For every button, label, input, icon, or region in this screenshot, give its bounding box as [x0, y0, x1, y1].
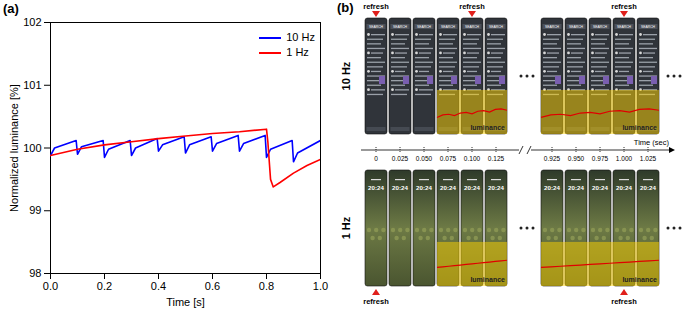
svg-text:10 Hz: 10 Hz	[340, 61, 352, 90]
svg-text:20:24: 20:24	[568, 184, 584, 191]
svg-text:SEARCH: SEARCH	[593, 25, 608, 29]
svg-text:0.975: 0.975	[592, 155, 609, 162]
svg-text:99: 99	[29, 204, 41, 216]
svg-text:SEARCH: SEARCH	[441, 25, 456, 29]
svg-text:luminance: luminance	[622, 124, 657, 131]
svg-text:20:24: 20:24	[464, 184, 480, 191]
svg-text:20:24: 20:24	[616, 184, 632, 191]
svg-text:20:24: 20:24	[488, 184, 504, 191]
svg-text:luminance: luminance	[470, 124, 505, 131]
svg-text:0.2: 0.2	[97, 280, 112, 292]
svg-text:1.000: 1.000	[616, 155, 633, 162]
svg-text:SEARCH: SEARCH	[417, 25, 432, 29]
svg-text:SEARCH: SEARCH	[569, 25, 584, 29]
svg-text:102: 102	[23, 16, 41, 28]
svg-text:refresh: refresh	[363, 297, 389, 306]
svg-text:1.025: 1.025	[640, 155, 657, 162]
svg-text:20:24: 20:24	[440, 184, 456, 191]
html-text:1 Hz: 1 Hz	[286, 46, 309, 58]
svg-text:20:24: 20:24	[392, 184, 408, 191]
svg-text:0.100: 0.100	[464, 155, 481, 162]
svg-text:SEARCH: SEARCH	[465, 25, 480, 29]
svg-text:0.8: 0.8	[259, 280, 274, 292]
svg-text:0.950: 0.950	[568, 155, 585, 162]
svg-text:Time [s]: Time [s]	[166, 296, 205, 308]
svg-text:Normalized luminance [%]: Normalized luminance [%]	[8, 84, 20, 212]
svg-text:20:24: 20:24	[368, 184, 384, 191]
html-text:(a): (a)	[3, 1, 19, 16]
svg-text:20:24: 20:24	[544, 184, 560, 191]
svg-text:20:24: 20:24	[416, 184, 432, 191]
svg-text:20:24: 20:24	[592, 184, 608, 191]
svg-text:Time (sec): Time (sec)	[634, 138, 670, 147]
svg-text:0.050: 0.050	[416, 155, 433, 162]
svg-text:luminance: luminance	[622, 276, 657, 283]
svg-text:101: 101	[23, 79, 41, 91]
svg-text:SEARCH: SEARCH	[489, 25, 504, 29]
svg-text:SEARCH: SEARCH	[641, 25, 656, 29]
svg-text:SEARCH: SEARCH	[545, 25, 560, 29]
svg-text:0.925: 0.925	[544, 155, 561, 162]
svg-text:refresh: refresh	[363, 2, 389, 11]
svg-text:SEARCH: SEARCH	[393, 25, 408, 29]
svg-text:0.125: 0.125	[488, 155, 505, 162]
svg-text:SEARCH: SEARCH	[617, 25, 632, 29]
svg-text:luminance: luminance	[470, 276, 505, 283]
svg-text:refresh: refresh	[459, 2, 485, 11]
svg-text:0.025: 0.025	[392, 155, 409, 162]
svg-text:refresh: refresh	[611, 2, 637, 11]
svg-text:98: 98	[29, 267, 41, 279]
svg-text:0.075: 0.075	[440, 155, 457, 162]
html-text:10 Hz: 10 Hz	[286, 31, 315, 43]
svg-text:0.6: 0.6	[205, 280, 220, 292]
svg-text:100: 100	[23, 142, 41, 154]
svg-text:0.4: 0.4	[151, 280, 166, 292]
svg-text:20:24: 20:24	[640, 184, 656, 191]
svg-text:0: 0	[374, 155, 378, 162]
svg-text:1.0: 1.0	[313, 280, 328, 292]
svg-text:refresh: refresh	[611, 297, 637, 306]
svg-text:SEARCH: SEARCH	[369, 25, 384, 29]
svg-text:1 Hz: 1 Hz	[340, 216, 352, 239]
svg-text:0.0: 0.0	[43, 280, 58, 292]
svg-text:(b): (b)	[337, 0, 354, 15]
